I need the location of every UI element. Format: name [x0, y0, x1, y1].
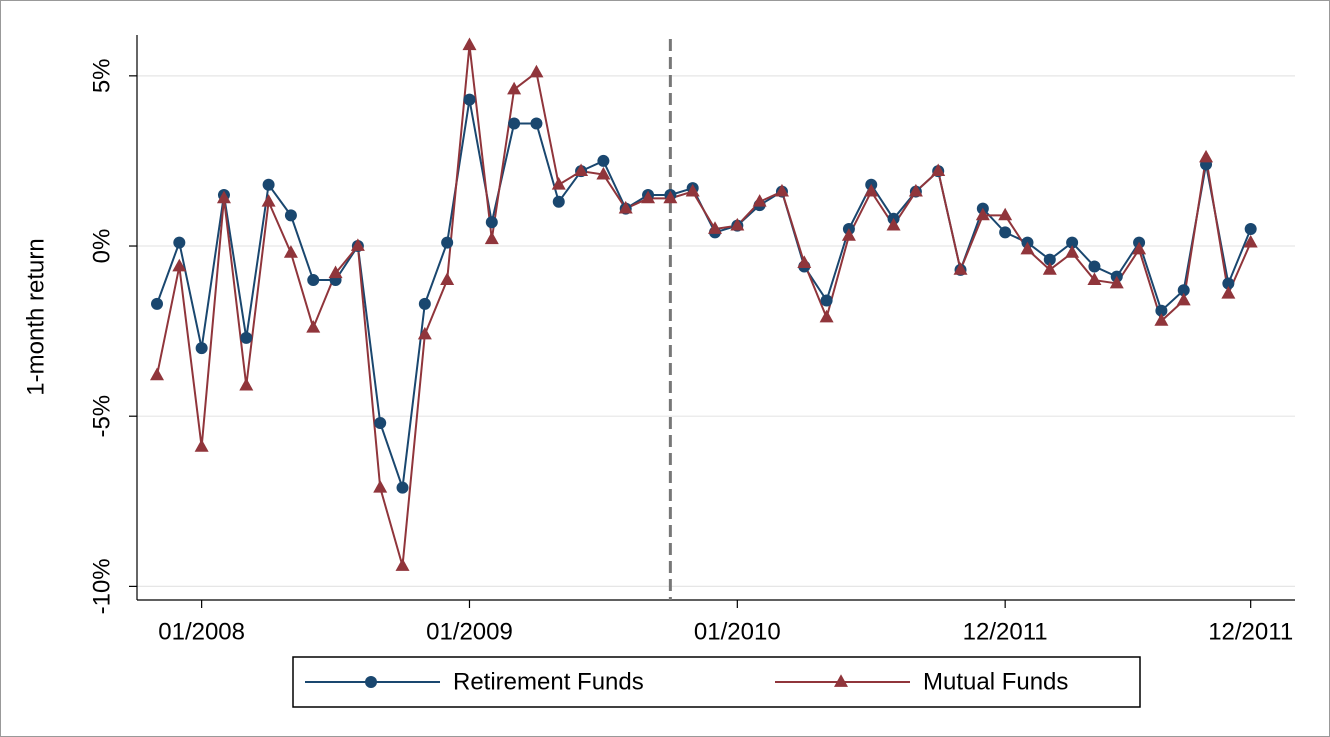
data-point	[507, 81, 522, 95]
data-point	[529, 64, 544, 78]
data-point	[194, 439, 209, 452]
x-tick-label: 01/2010	[694, 618, 781, 645]
data-point	[730, 217, 745, 231]
data-point	[663, 190, 678, 204]
data-point	[618, 200, 633, 214]
data-point	[530, 117, 543, 130]
data-point	[752, 194, 767, 207]
data-point	[284, 209, 297, 222]
data-point	[350, 238, 365, 251]
data-point	[240, 331, 253, 344]
data-point	[1020, 241, 1035, 255]
legend-marker	[365, 676, 377, 688]
data-point	[1221, 285, 1236, 299]
data-point	[216, 190, 231, 204]
y-axis-title: 1-month return	[22, 238, 49, 395]
data-point	[574, 163, 589, 177]
data-point	[1177, 284, 1190, 297]
x-tick-label: 12/2011	[963, 618, 1048, 645]
y-tick-label: -5%	[88, 395, 115, 438]
data-point	[261, 194, 276, 207]
data-point	[441, 236, 454, 249]
data-point	[1088, 260, 1101, 273]
data-point	[1155, 304, 1168, 317]
legend-label: Mutual Funds	[923, 668, 1068, 695]
data-point	[440, 272, 455, 285]
data-point	[239, 377, 254, 391]
data-point	[1243, 234, 1258, 248]
data-point	[172, 258, 187, 272]
data-point	[641, 190, 656, 204]
data-point	[1066, 236, 1079, 249]
data-point	[328, 265, 343, 279]
data-point	[1043, 253, 1056, 266]
x-tick-label: 01/2008	[158, 618, 245, 645]
data-point	[864, 183, 879, 197]
data-point	[552, 195, 565, 208]
data-point	[417, 326, 432, 340]
legend-label: Retirement Funds	[453, 668, 644, 695]
data-point	[708, 221, 722, 234]
data-point	[596, 166, 611, 180]
data-point	[819, 309, 834, 323]
data-point	[1132, 241, 1147, 255]
data-point	[685, 183, 700, 197]
data-point	[841, 228, 856, 241]
data-point	[307, 274, 320, 287]
legend-marker	[834, 674, 848, 687]
y-tick-label: -10%	[88, 558, 115, 614]
data-point	[797, 255, 812, 268]
x-tick-label: 01/2009	[426, 618, 513, 645]
data-point	[820, 294, 833, 307]
data-point	[395, 558, 410, 571]
data-point	[1109, 275, 1124, 289]
data-point	[886, 217, 901, 231]
data-point	[374, 417, 387, 430]
data-point	[1222, 277, 1235, 290]
data-point	[396, 481, 409, 494]
data-point	[597, 154, 610, 167]
data-point	[283, 245, 298, 258]
data-point	[150, 367, 164, 381]
data-point	[195, 342, 208, 355]
data-point	[998, 207, 1013, 221]
data-point	[262, 178, 275, 191]
y-tick-label: 5%	[88, 58, 115, 93]
data-point	[151, 297, 163, 310]
data-point	[931, 163, 946, 177]
data-point	[418, 297, 431, 310]
data-point	[1042, 262, 1057, 275]
data-point	[306, 320, 321, 333]
x-tick-label: 12/2011	[1208, 618, 1293, 645]
data-point	[1244, 223, 1257, 236]
data-point	[373, 479, 388, 493]
data-point	[508, 117, 521, 130]
data-point	[975, 207, 990, 221]
data-point	[462, 37, 477, 51]
data-point	[551, 177, 566, 190]
data-point	[774, 183, 789, 197]
data-point	[485, 216, 498, 229]
data-point	[999, 226, 1012, 239]
y-tick-label: 0%	[88, 229, 115, 264]
data-point	[1087, 272, 1102, 285]
data-point	[463, 93, 476, 106]
data-point	[1065, 245, 1080, 258]
data-point	[1154, 313, 1169, 326]
data-point	[908, 183, 923, 197]
data-point	[173, 236, 186, 249]
data-point	[1176, 292, 1191, 306]
data-point	[953, 262, 968, 275]
data-point	[1199, 149, 1214, 163]
data-point	[484, 231, 499, 245]
